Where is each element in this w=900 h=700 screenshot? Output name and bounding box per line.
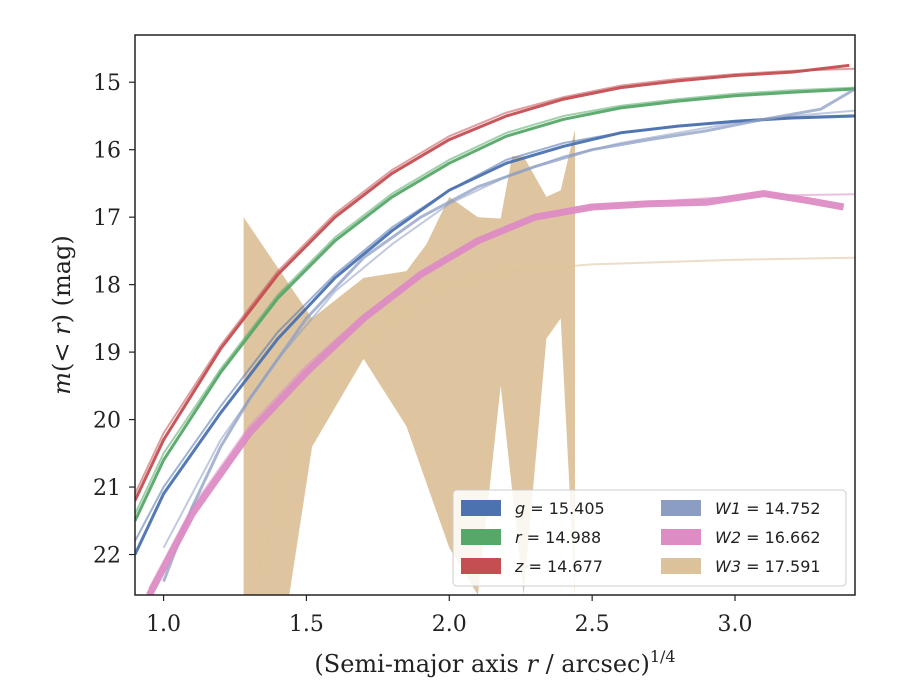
series-g-line	[135, 114, 855, 556]
y-axis-label: m(< r) (mag)	[48, 235, 76, 395]
legend-swatch-r	[461, 529, 501, 545]
series-w2-line	[146, 190, 845, 595]
x-tick-label: 2.0	[432, 612, 467, 637]
legend-label-w1: W1 = 14.752	[715, 499, 821, 518]
legend-swatch-z	[461, 558, 501, 574]
x-tick-label: 2.5	[575, 612, 610, 637]
y-tick-label: 22	[93, 544, 121, 569]
x-axis-label: (Semi-major axis r / arcsec)1/4	[314, 647, 675, 678]
series-w1-line	[162, 87, 855, 583]
y-tick-label: 17	[93, 206, 121, 231]
legend-swatch-w3	[661, 558, 701, 574]
y-tick-label: 21	[93, 476, 121, 501]
series-r-line	[135, 87, 855, 522]
legend-label-z: z = 14.677	[514, 557, 603, 576]
plot-area	[135, 63, 855, 595]
axis-ticks: 1.0 1.5 2.0 2.5 3.0 15 16 17 18 19 20 21 22	[93, 71, 753, 637]
y-tick-label: 18	[93, 274, 121, 299]
legend-label-w3: W3 = 17.591	[715, 557, 821, 576]
series-z-line	[135, 63, 850, 502]
legend-swatch-w1	[661, 500, 701, 516]
y-tick-label: 20	[93, 409, 121, 434]
legend: g = 15.405 r = 14.988 z = 14.677 W1 = 14.75…	[452, 489, 847, 587]
legend-label-r: r = 14.988	[515, 528, 601, 547]
x-tick-label: 1.0	[146, 612, 181, 637]
y-tick-label: 19	[93, 341, 121, 366]
series-w3-model	[248, 256, 855, 595]
series-r-model	[135, 86, 855, 515]
series-w3-band	[243, 129, 575, 595]
legend-swatch-w2	[661, 529, 701, 545]
x-tick-label: 3.0	[718, 612, 753, 637]
legend-swatch-g	[461, 500, 501, 516]
y-tick-label: 15	[93, 71, 121, 96]
legend-label-g: g = 15.405	[515, 499, 605, 518]
legend-label-w2: W2 = 16.662	[715, 528, 821, 547]
legend-box	[452, 489, 847, 587]
y-tick-label: 16	[93, 139, 121, 164]
x-tick-label: 1.5	[289, 612, 324, 637]
axes-frame	[134, 34, 856, 596]
